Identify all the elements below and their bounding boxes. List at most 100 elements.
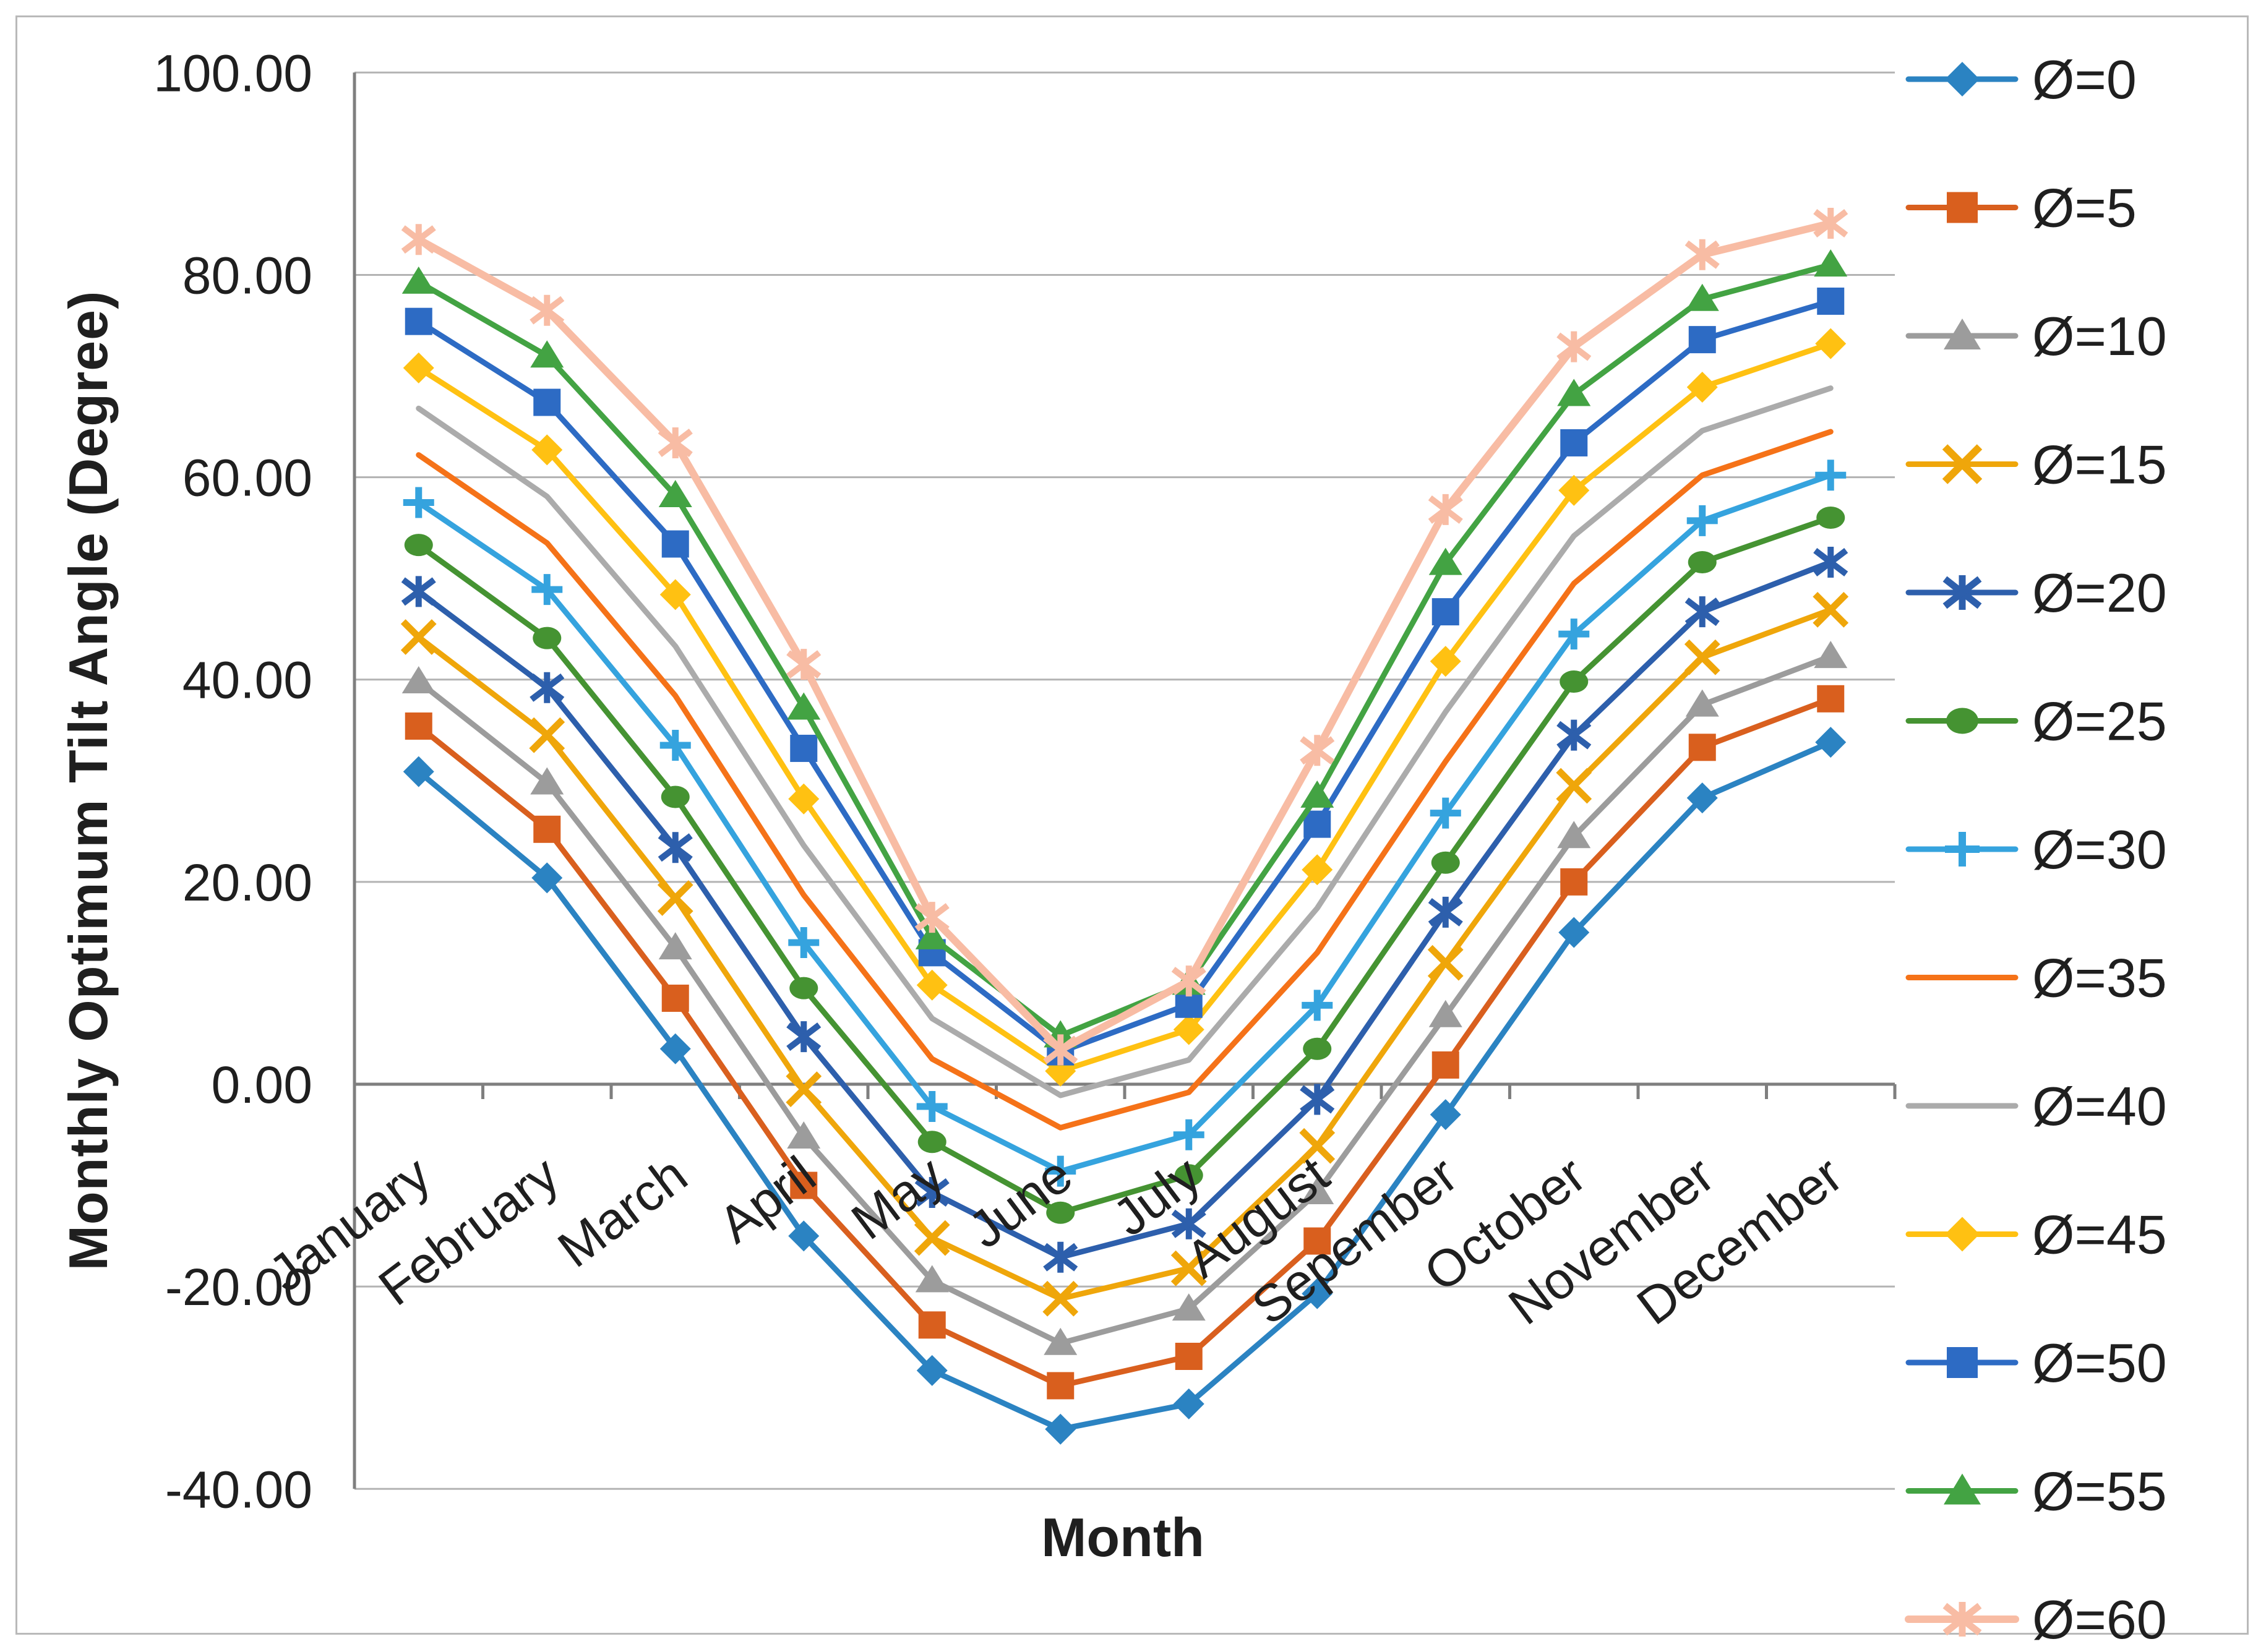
data-point-marker [1170, 1250, 1207, 1286]
data-point-marker [657, 880, 693, 916]
data-point-marker [787, 1121, 821, 1149]
data-point-marker [1431, 1051, 1459, 1079]
data-point-marker [401, 577, 436, 606]
data-point-marker [658, 932, 692, 960]
legend-label-Ø=35: Ø=35 [2032, 948, 2167, 1009]
data-point-marker [1043, 1035, 1078, 1064]
data-point-marker [787, 692, 821, 720]
data-point-marker [1302, 854, 1333, 886]
data-point-marker [1816, 507, 1845, 529]
data-point-marker [1427, 944, 1464, 981]
series-line-Ø=60 [414, 220, 1835, 1054]
data-point-marker [1428, 897, 1463, 927]
data-point-marker [1814, 249, 1848, 277]
series-line-Ø=30 [416, 472, 1834, 1175]
data-point-marker [529, 717, 565, 753]
data-point-marker [918, 1311, 946, 1339]
data-point-marker [1686, 372, 1718, 403]
figure-border [15, 15, 2249, 1635]
data-point-marker [1300, 780, 1334, 808]
series-line-Ø=55 [416, 262, 1834, 1038]
series-line-Ø=5 [416, 696, 1834, 1389]
data-point-marker [1560, 670, 1589, 693]
data-point-marker [1560, 429, 1588, 456]
data-point-marker [1430, 646, 1461, 677]
data-point-marker [1946, 708, 1978, 734]
series-line-Ø=35 [416, 429, 1834, 1131]
data-point-marker [1299, 1128, 1336, 1164]
data-point-marker [1942, 444, 1983, 484]
data-point-marker [786, 650, 822, 679]
data-point-marker [1303, 1037, 1332, 1060]
data-point-marker [1044, 1327, 1078, 1355]
data-point-marker [1173, 1014, 1204, 1045]
data-point-marker [914, 1220, 950, 1256]
data-point-marker [916, 969, 948, 1001]
data-point-marker [786, 1071, 822, 1108]
legend-label-Ø=45: Ø=45 [2032, 1204, 2167, 1265]
data-point-marker [1817, 685, 1845, 713]
data-point-marker [1947, 192, 1978, 223]
data-point-marker [1556, 721, 1592, 750]
data-point-marker [1556, 768, 1592, 804]
data-point-marker [659, 579, 691, 610]
x-tick-label: June [958, 1145, 1083, 1259]
data-point-marker [530, 340, 564, 368]
data-point-marker [661, 984, 689, 1012]
data-point-marker [1945, 1217, 1980, 1252]
data-point-marker [1688, 734, 1716, 761]
data-point-marker [404, 534, 433, 557]
x-axis-title: Month [1041, 1507, 1204, 1568]
data-point-marker [788, 1220, 820, 1252]
data-point-marker [1174, 1164, 1203, 1187]
y-tick-label: -40.00 [165, 1460, 312, 1518]
legend-label-Ø=60: Ø=60 [2032, 1589, 2167, 1650]
data-point-marker [1175, 1343, 1203, 1371]
data-point-marker [1558, 917, 1590, 948]
data-point-marker [1813, 547, 1848, 576]
data-point-marker [1171, 1209, 1206, 1238]
data-point-marker [403, 352, 434, 383]
data-point-marker [915, 922, 949, 949]
data-point-marker [914, 903, 950, 932]
data-point-marker [1046, 1201, 1075, 1224]
data-point-marker [1042, 1280, 1079, 1317]
data-point-marker [1431, 851, 1460, 874]
data-point-marker [1686, 782, 1718, 814]
data-point-marker [786, 1022, 822, 1051]
data-point-marker [1302, 1278, 1333, 1309]
data-point-marker [1172, 1293, 1206, 1321]
legend-label-Ø=15: Ø=15 [2032, 434, 2167, 495]
y-tick-label: 0.00 [212, 1056, 313, 1114]
data-point-marker [917, 1131, 946, 1153]
data-point-marker [1945, 62, 1980, 96]
data-point-marker [1684, 597, 1720, 627]
data-point-marker [1045, 1413, 1076, 1445]
y-tick-label: 20.00 [182, 854, 312, 912]
series-line-Ø=40 [416, 385, 1834, 1098]
data-point-marker [1557, 379, 1591, 406]
data-point-marker [1043, 1243, 1078, 1272]
data-point-marker [1556, 332, 1592, 361]
data-point-marker [1813, 591, 1849, 628]
data-point-marker [1428, 999, 1462, 1027]
y-tick-label: 40.00 [182, 651, 312, 709]
data-point-marker [1173, 1388, 1204, 1419]
data-point-marker [658, 428, 693, 457]
data-point-marker [1171, 967, 1206, 996]
legend-label-Ø=55: Ø=55 [2032, 1461, 2167, 1522]
series-line-Ø=50 [416, 298, 1834, 1055]
data-point-marker [531, 434, 563, 466]
data-point-marker [789, 977, 818, 999]
data-point-marker [661, 785, 690, 808]
y-tick-label: 100.00 [153, 44, 312, 102]
data-point-marker [533, 388, 561, 416]
series-line-Ø=0 [416, 739, 1834, 1432]
data-point-marker [658, 833, 693, 862]
data-point-marker [1944, 1473, 1981, 1505]
data-point-marker [916, 1355, 948, 1386]
data-point-marker [530, 296, 565, 325]
data-point-marker [915, 1265, 949, 1293]
